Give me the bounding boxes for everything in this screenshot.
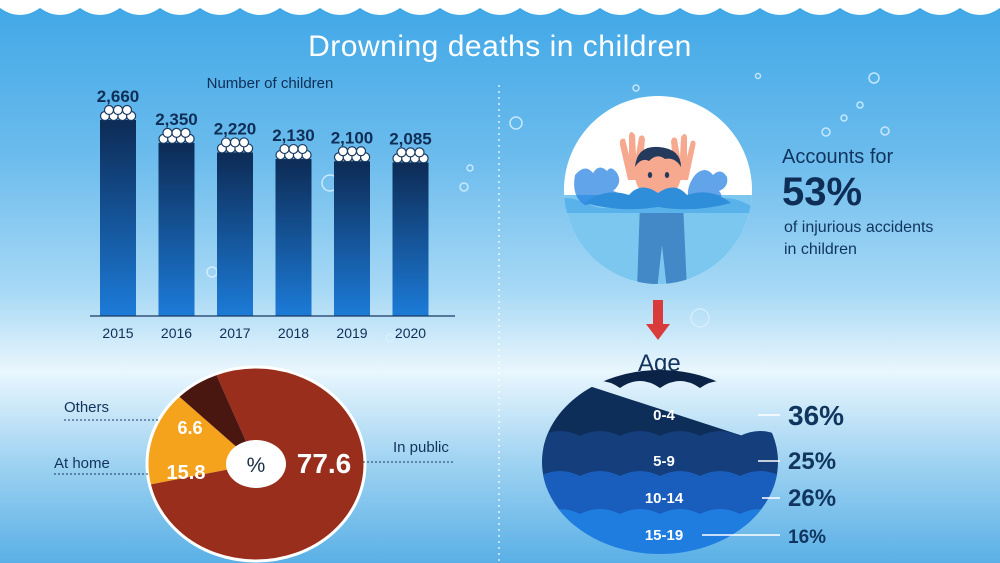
pie-center-label: % bbox=[247, 454, 266, 477]
pie-callout-label: Others bbox=[64, 399, 109, 416]
bar-2017 bbox=[217, 152, 253, 316]
down-arrow-icon bbox=[646, 300, 670, 340]
pie-center bbox=[226, 440, 286, 488]
bar-value-label: 2,220 bbox=[214, 119, 257, 138]
page-title: Drowning deaths in children bbox=[308, 30, 692, 63]
bar-chart-title: Number of children bbox=[207, 75, 334, 92]
pie-chart-location: 77.6 15.8 6.6 In public At home Others % bbox=[54, 365, 455, 563]
pie-slice-others bbox=[178, 373, 256, 464]
bar-2019 bbox=[334, 161, 370, 316]
age-value-label: 36% bbox=[788, 400, 844, 431]
bar-category-label: 2016 bbox=[161, 325, 192, 341]
drowning-child-icon bbox=[564, 96, 752, 284]
bar-chart-number-of-children: Number of children 2,660 2015 2,350 2016 2,2… bbox=[90, 75, 455, 341]
bar-2018 bbox=[275, 159, 312, 316]
age-band-0-4 bbox=[542, 370, 778, 448]
pie-value-label: 15.8 bbox=[167, 462, 206, 484]
age-value-label: 26% bbox=[788, 485, 836, 512]
bar-2015 bbox=[100, 120, 136, 316]
accounts-prefix: Accounts for bbox=[782, 146, 894, 168]
bar-value-label: 2,085 bbox=[389, 129, 432, 148]
accounts-line1: of injurious accidents bbox=[784, 219, 934, 236]
bar-value-label: 2,660 bbox=[97, 87, 140, 106]
bar-category-label: 2020 bbox=[395, 325, 426, 341]
bar-category-label: 2019 bbox=[336, 325, 367, 341]
divider bbox=[498, 85, 500, 563]
children-group-icon bbox=[216, 137, 254, 154]
pie-callout-label: At home bbox=[54, 455, 110, 472]
bar-category-label: 2017 bbox=[219, 325, 250, 341]
age-category-label: 5-9 bbox=[653, 453, 675, 470]
children-group-icon bbox=[275, 143, 312, 161]
age-chart: 0-4 36% 5-9 25% 10-14 26% 15-19 16% bbox=[542, 370, 844, 554]
accounts-line2: in children bbox=[784, 241, 857, 258]
age-category-label: 0-4 bbox=[653, 407, 675, 424]
bar-category-label: 2018 bbox=[278, 325, 309, 341]
bar-2020 bbox=[392, 162, 429, 316]
children-group-icon bbox=[333, 146, 371, 163]
children-group-icon bbox=[392, 147, 429, 164]
children-group-icon bbox=[99, 104, 137, 122]
age-category-label: 10-14 bbox=[645, 490, 684, 507]
bar-category-label: 2015 bbox=[102, 325, 133, 341]
pie-outline bbox=[145, 365, 367, 563]
accounts-percent: 53% bbox=[782, 170, 863, 214]
pie-callout-label: In public bbox=[393, 439, 449, 456]
bar-value-label: 2,130 bbox=[272, 126, 315, 145]
bar-value-label: 2,100 bbox=[331, 128, 374, 147]
wave-border bbox=[0, 0, 1000, 15]
pie-value-label: 6.6 bbox=[177, 418, 202, 438]
age-value-label: 25% bbox=[788, 448, 836, 475]
age-top-wave bbox=[542, 370, 778, 388]
children-group-icon bbox=[158, 127, 195, 144]
pie-value-label: 77.6 bbox=[297, 448, 352, 479]
age-value-label: 16% bbox=[788, 527, 826, 548]
age-category-label: 15-19 bbox=[645, 527, 683, 544]
bar-value-label: 2,350 bbox=[155, 110, 198, 129]
bar-2016 bbox=[158, 142, 195, 316]
